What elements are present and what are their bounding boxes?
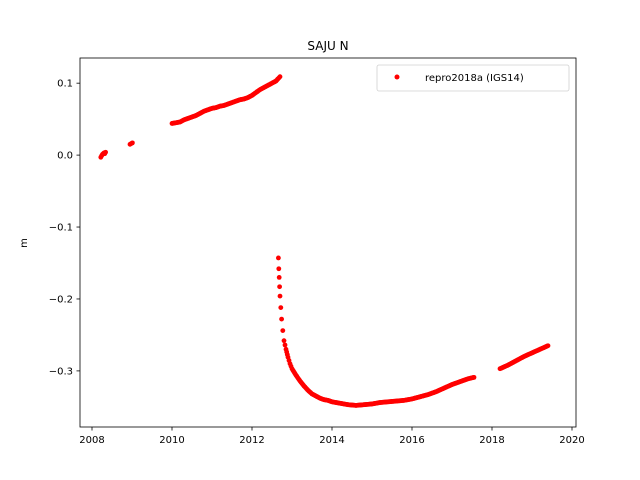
data-point (278, 305, 284, 310)
x-tick-label: 2008 (79, 435, 104, 446)
y-tick-label: −0.1 (49, 223, 73, 234)
y-tick-label: −0.3 (49, 366, 73, 377)
x-axis: 2008 2010 2012 2014 2016 2018 2020 (79, 427, 585, 446)
data-point (545, 343, 551, 349)
plot-frame (79, 57, 577, 428)
data-point (279, 316, 284, 322)
legend-box (376, 64, 570, 92)
x-tick-label: 2016 (399, 435, 424, 446)
x-tick-label: 2010 (159, 435, 184, 446)
x-tick-label: 2020 (559, 435, 584, 446)
data-point (130, 140, 135, 146)
x-tick-label: 2014 (319, 435, 344, 446)
data-point (280, 328, 286, 334)
data-point (471, 374, 477, 380)
data-point (276, 266, 282, 272)
data-point (281, 338, 287, 344)
x-tick-label: 2012 (239, 435, 264, 446)
data-point (103, 149, 108, 155)
data-point (282, 342, 288, 348)
chart-title: SAJU N (307, 39, 348, 53)
legend: repro2018a (IGS14) (376, 64, 570, 92)
y-axis: 0.1 0.0 −0.1 −0.2 −0.3 (49, 79, 80, 377)
data-point (276, 274, 282, 280)
legend-marker (394, 74, 400, 80)
data-point (277, 284, 282, 290)
data-point (276, 255, 281, 261)
y-tick-label: 0.0 (57, 151, 73, 162)
data-point (277, 74, 283, 80)
y-tick-label: 0.1 (57, 79, 73, 90)
y-axis-label: m (19, 238, 30, 248)
legend-label: repro2018a (IGS14) (425, 73, 524, 84)
x-tick-label: 2018 (479, 435, 504, 446)
y-tick-label: −0.2 (49, 294, 73, 305)
data-points (98, 74, 551, 408)
data-point (277, 293, 283, 299)
